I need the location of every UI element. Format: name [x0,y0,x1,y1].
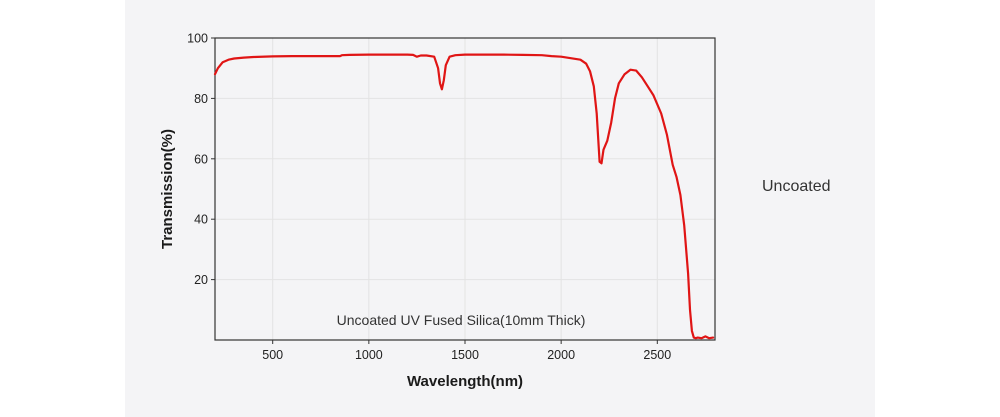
x-axis-title: Wavelength(nm) [407,373,523,390]
grid-lines [215,38,715,340]
transmission-curve [213,53,715,340]
coating-label: Uncoated [762,178,831,195]
annotation-label: Uncoated UV Fused Silica(10mm Thick) [337,312,586,328]
x-tick-label: 2000 [547,348,575,362]
x-tick-label: 1000 [355,348,383,362]
y-tick-label: 100 [187,32,208,46]
y-tick-label: 60 [194,152,208,166]
y-axis-title: Transmission(%) [159,129,176,249]
y-tick-label: 40 [194,213,208,227]
x-tick-label: 2500 [643,348,671,362]
axis-ticks: 500 1000 1500 2000 2500 20 40 60 80 100 [187,32,671,363]
x-tick-label: 500 [262,348,283,362]
y-tick-label: 20 [194,273,208,287]
x-tick-label: 1500 [451,348,479,362]
y-tick-label: 80 [194,92,208,106]
figure-panel [125,0,875,417]
